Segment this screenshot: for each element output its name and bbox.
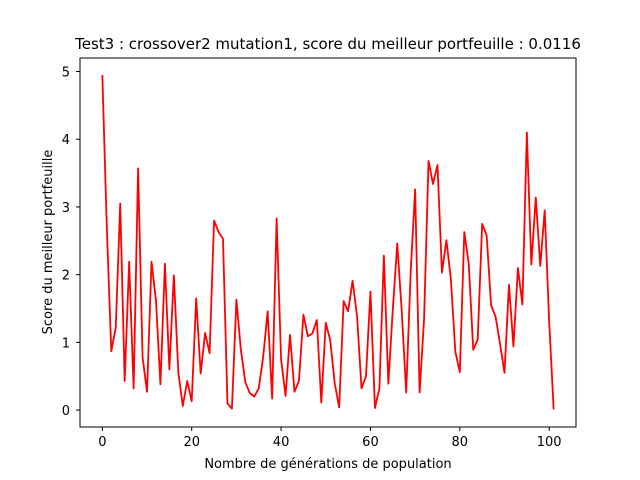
chart-title: Test3 : crossover2 mutation1, score du m… xyxy=(74,35,581,53)
y-tick-label: 2 xyxy=(62,269,70,284)
x-axis-label: Nombre de générations de population xyxy=(204,457,451,472)
x-tick-label: 0 xyxy=(98,435,106,450)
x-tick-label: 100 xyxy=(537,435,562,450)
y-axis-label: Score du meilleur portfeuille xyxy=(41,150,56,335)
x-tick-label: 20 xyxy=(183,435,200,450)
plot-frame xyxy=(79,57,577,428)
series-line xyxy=(101,74,555,410)
y-tick-label: 5 xyxy=(62,66,70,81)
y-tick-label: 3 xyxy=(62,201,70,216)
x-tick-label: 60 xyxy=(362,435,379,450)
x-tick-label: 40 xyxy=(273,435,290,450)
y-tick-label: 1 xyxy=(62,336,70,351)
y-tick-label: 0 xyxy=(62,404,70,419)
y-tick-label: 4 xyxy=(62,133,70,148)
x-axis: 0 20 40 60 80 100 xyxy=(98,427,562,450)
x-tick-label: 80 xyxy=(452,435,469,450)
plot-area xyxy=(101,74,555,410)
y-axis: 0 1 2 3 4 5 xyxy=(62,66,80,419)
